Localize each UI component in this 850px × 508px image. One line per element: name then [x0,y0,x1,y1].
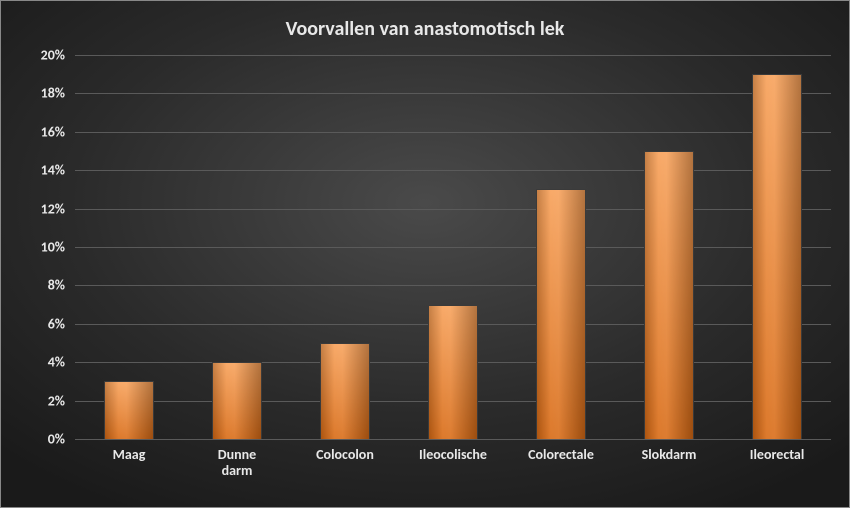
bar [212,362,263,439]
gridline [75,132,831,133]
y-tick-label: 2% [48,392,75,409]
plot-area: 0%2%4%6%8%10%12%14%16%18%20%MaagDunne da… [75,55,831,439]
y-tick-label: 12% [41,200,75,217]
y-tick-label: 8% [48,277,75,294]
bar [536,189,587,439]
y-tick-label: 10% [41,239,75,256]
y-tick-label: 18% [41,85,75,102]
bar [644,151,695,439]
bar [320,343,371,439]
bar [752,74,803,439]
gridline [75,247,831,248]
gridline [75,93,831,94]
x-tick-label: Colocolon [316,439,374,463]
x-tick-label: Slokdarm [642,439,697,463]
gridline [75,285,831,286]
y-tick-label: 0% [48,431,75,448]
gridline [75,209,831,210]
bar [428,305,479,439]
gridline [75,170,831,171]
x-tick-label: Dunne darm [218,439,256,479]
y-tick-label: 20% [41,47,75,64]
y-tick-label: 4% [48,354,75,371]
y-tick-label: 16% [41,123,75,140]
chart-title: Voorvallen van anastomotisch lek [1,17,849,41]
x-tick-label: Ileocolische [419,439,487,463]
x-tick-label: Maag [113,439,146,463]
y-tick-label: 14% [41,162,75,179]
x-tick-label: Ileorectal [750,439,805,463]
y-tick-label: 6% [48,315,75,332]
x-tick-label: Colorectale [528,439,594,463]
gridline [75,55,831,56]
bar [104,381,155,439]
